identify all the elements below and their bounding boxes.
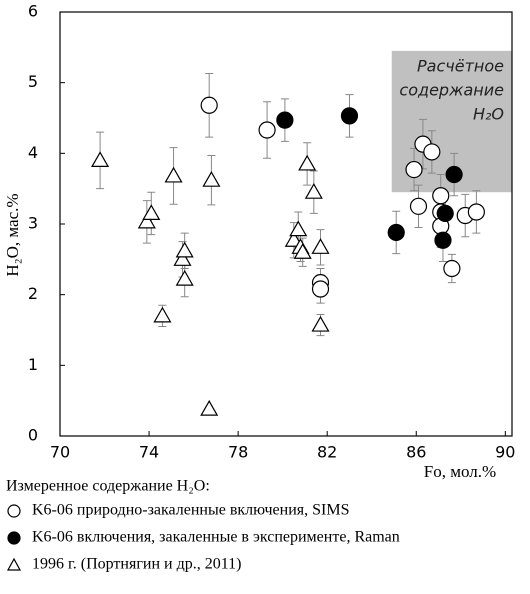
triangle-marker <box>175 269 194 286</box>
circle-marker <box>423 143 441 161</box>
y-tick-label: 3 <box>28 214 38 233</box>
x-tick-label: 70 <box>50 443 70 462</box>
region-label: содержание <box>399 80 504 99</box>
triangle-marker <box>304 182 323 199</box>
circle-marker <box>434 231 452 249</box>
circle-marker <box>340 107 359 125</box>
y-tick-label: 4 <box>28 143 38 162</box>
y-tick-label: 0 <box>28 426 38 445</box>
legend-marker <box>6 557 22 571</box>
triangle-marker <box>289 220 308 237</box>
triangle-marker <box>137 212 156 229</box>
circle-marker <box>258 121 276 139</box>
x-tick-label: 90 <box>495 443 515 462</box>
circle-marker <box>387 223 405 242</box>
triangle-marker <box>91 151 110 167</box>
y-tick-label: 1 <box>28 355 38 374</box>
circle-marker <box>445 165 463 184</box>
triangle-marker <box>311 238 330 254</box>
circle-marker <box>467 203 485 221</box>
triangle-marker <box>153 306 172 323</box>
triangle-marker <box>142 204 161 220</box>
y-axis-label: H₂O, мас.% <box>3 193 22 276</box>
x-tick-label: 82 <box>317 443 337 462</box>
triangle-marker <box>164 166 183 183</box>
circle-marker <box>432 187 450 205</box>
triangle-marker <box>284 231 303 247</box>
triangle-marker <box>298 154 317 171</box>
legend-label: 1996 г. (Портнягин и др., 2011) <box>32 556 241 573</box>
legend-marker <box>7 531 21 545</box>
x-tick-label: 86 <box>406 443 426 462</box>
x-axis-label: Fo, мол.% <box>424 462 496 481</box>
legend-marker <box>7 504 21 518</box>
y-tick-label: 5 <box>28 72 38 91</box>
circle-marker <box>311 280 330 298</box>
circle-marker <box>436 204 454 222</box>
y-tick-label: 6 <box>28 2 38 21</box>
triangle-marker <box>293 243 312 259</box>
legend-label: K6-06 природно-закаленные включения, SIM… <box>32 502 349 519</box>
x-tick-label: 74 <box>139 443 159 462</box>
circle-marker <box>276 111 294 129</box>
legend-entry: K6-06 природно-закаленные включения, SIM… <box>7 502 349 519</box>
legend-entry: K6-06 включения, закаленные в эксперимен… <box>7 529 400 546</box>
y-tick-label: 2 <box>28 284 38 303</box>
triangle-marker <box>311 315 330 332</box>
legend-entry: 1996 г. (Портнягин и др., 2011) <box>6 556 241 573</box>
triangle-marker <box>173 250 192 266</box>
circle-marker <box>443 259 461 278</box>
circle-marker <box>405 160 423 179</box>
triangle-marker <box>175 241 194 258</box>
circle-marker <box>409 197 428 215</box>
triangle-marker <box>202 170 221 187</box>
x-tick-label: 78 <box>228 443 248 462</box>
legend-label: K6-06 включения, закаленные в эксперимен… <box>32 529 400 546</box>
region-label: Расчётное <box>417 56 504 75</box>
legend-title: Измеренное содержание H₂O: <box>6 478 210 495</box>
triangle-marker <box>200 399 219 416</box>
circle-marker <box>200 96 218 114</box>
region-label: H₂O <box>473 104 504 123</box>
